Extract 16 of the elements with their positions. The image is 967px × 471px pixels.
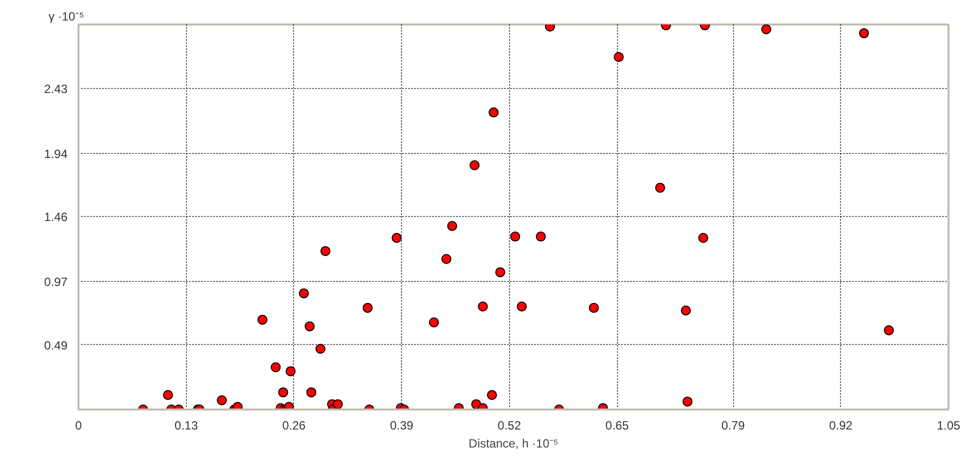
x-tick-label: 0.79 bbox=[721, 418, 746, 432]
x-tick-label: 0 bbox=[75, 418, 82, 432]
x-axis-title: Distance, h ·10⁻⁵ bbox=[468, 436, 558, 450]
y-tick-label: 0.97 bbox=[44, 274, 68, 289]
y-tick-label: 1.94 bbox=[44, 146, 68, 161]
x-tick-label: 0.52 bbox=[498, 418, 522, 432]
x-tick-label: 0.39 bbox=[390, 418, 414, 432]
x-tick-label: 0.65 bbox=[605, 418, 630, 432]
y-tick-label: 0.49 bbox=[44, 338, 68, 352]
x-tick-label: 0.26 bbox=[282, 418, 306, 432]
y-tick-label: 2.43 bbox=[44, 82, 68, 96]
x-tick-label: 0.92 bbox=[829, 418, 853, 432]
x-tick-label: 1.05 bbox=[936, 418, 961, 432]
x-tick-label: 0.13 bbox=[174, 418, 198, 432]
y-axis-title: γ ·10⁻⁵ bbox=[48, 10, 84, 24]
y-tick-label: 1.46 bbox=[44, 210, 68, 224]
